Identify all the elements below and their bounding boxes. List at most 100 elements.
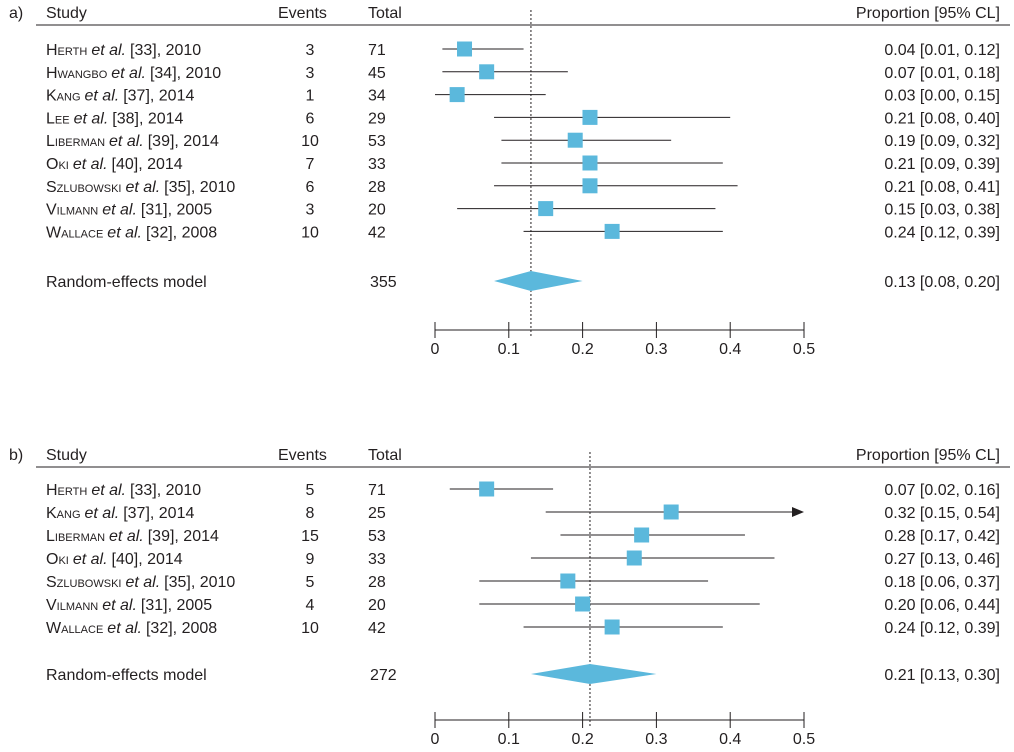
point-estimate bbox=[604, 223, 620, 239]
study-author: Szlubowski bbox=[46, 179, 121, 196]
header-study: Study bbox=[46, 447, 87, 464]
study-author: Hwangbo bbox=[46, 65, 108, 82]
study-label: Kang et al. [37], 2014 bbox=[46, 88, 194, 105]
forest-panel-a: a) Study Events Total Proportion [95% CL] Her… bbox=[9, 5, 1010, 358]
forest-panel-b: b) Study Events Total Proportion [95% CL] Her… bbox=[9, 447, 1010, 748]
study-author: Vilmann bbox=[46, 597, 98, 614]
study-ref: [31], 2005 bbox=[141, 597, 212, 614]
study-label: Herth et al. [33], 2010 bbox=[46, 42, 201, 59]
study-events: 10 bbox=[301, 620, 319, 637]
study-row: Herth et al. [33], 2010 5 71 0.07 [0.02, 0.16… bbox=[46, 481, 1000, 499]
x-tick-label: 0.1 bbox=[498, 341, 520, 358]
study-author: Kang bbox=[46, 505, 81, 522]
study-total: 71 bbox=[368, 482, 386, 499]
study-total: 20 bbox=[368, 597, 386, 614]
x-axis: 0 0.1 0.2 0.3 0.4 0.5 bbox=[431, 322, 815, 358]
point-estimate bbox=[604, 619, 620, 635]
summary-total: 355 bbox=[370, 274, 397, 291]
study-label: Vilmann et al. [31], 2005 bbox=[46, 202, 212, 219]
study-label: Kang et al. [37], 2014 bbox=[46, 505, 194, 522]
study-ci-text: 0.03 [0.00, 0.15] bbox=[884, 88, 1000, 105]
x-tick-label: 0.4 bbox=[719, 731, 741, 748]
ci-arrow bbox=[792, 507, 804, 517]
point-estimate bbox=[663, 504, 679, 520]
study-ci-text: 0.27 [0.13, 0.46] bbox=[884, 551, 1000, 568]
study-ci-text: 0.20 [0.06, 0.44] bbox=[884, 597, 1000, 614]
study-etal: et al. bbox=[85, 505, 120, 522]
study-ref: [40], 2014 bbox=[112, 156, 183, 173]
point-estimate bbox=[582, 178, 598, 194]
study-ref: [31], 2005 bbox=[141, 202, 212, 219]
study-ref: [38], 2014 bbox=[112, 110, 183, 127]
study-total: 42 bbox=[368, 224, 386, 241]
x-tick-label: 0.5 bbox=[793, 341, 815, 358]
study-etal: et al. bbox=[85, 88, 120, 105]
study-label: Herth et al. [33], 2010 bbox=[46, 482, 201, 499]
study-events: 4 bbox=[306, 597, 315, 614]
study-total: 53 bbox=[368, 133, 386, 150]
study-ci-text: 0.07 [0.02, 0.16] bbox=[884, 482, 1000, 499]
study-label: Liberman et al. [39], 2014 bbox=[46, 528, 219, 545]
study-total: 53 bbox=[368, 528, 386, 545]
study-row: Kang et al. [37], 2014 1 34 0.03 [0.00, 0.15] bbox=[46, 87, 1000, 105]
study-ref: [39], 2014 bbox=[148, 133, 219, 150]
study-ref: [35], 2010 bbox=[164, 179, 235, 196]
x-axis: 0 0.1 0.2 0.3 0.4 0.5 bbox=[431, 712, 815, 748]
study-row: Wallace et al. [32], 2008 10 42 0.24 [0.12, 0… bbox=[46, 223, 1000, 241]
panel-label: a) bbox=[9, 5, 23, 22]
point-estimate bbox=[575, 596, 591, 612]
point-estimate bbox=[582, 109, 598, 125]
point-estimate bbox=[457, 41, 473, 57]
study-author: Oki bbox=[46, 551, 69, 568]
study-total: 28 bbox=[368, 574, 386, 591]
summary-diamond bbox=[530, 664, 657, 684]
study-row: Szlubowski et al. [35], 2010 6 28 0.21 [0.08,… bbox=[46, 178, 1000, 196]
study-total: 71 bbox=[368, 42, 386, 59]
point-estimate bbox=[560, 573, 576, 589]
point-estimate bbox=[479, 481, 495, 497]
study-total: 34 bbox=[368, 88, 386, 105]
study-label: Szlubowski et al. [35], 2010 bbox=[46, 179, 235, 196]
study-row: Vilmann et al. [31], 2005 3 20 0.15 [0.03, 0.… bbox=[46, 201, 1000, 219]
study-etal: et al. bbox=[111, 65, 146, 82]
study-etal: et al. bbox=[74, 110, 109, 127]
study-label: Wallace et al. [32], 2008 bbox=[46, 620, 217, 637]
study-author: Liberman bbox=[46, 528, 105, 545]
study-ci-text: 0.24 [0.12, 0.39] bbox=[884, 620, 1000, 637]
study-row: Vilmann et al. [31], 2005 4 20 0.20 [0.06, 0.… bbox=[46, 596, 1000, 614]
study-events: 3 bbox=[306, 65, 315, 82]
study-author: Liberman bbox=[46, 133, 105, 150]
study-author: Herth bbox=[46, 42, 87, 59]
study-ref: [32], 2008 bbox=[146, 224, 217, 241]
study-ref: [33], 2010 bbox=[130, 482, 201, 499]
header-proportion: Proportion [95% CL] bbox=[856, 447, 1000, 464]
study-author: Lee bbox=[46, 110, 70, 127]
study-ci-text: 0.21 [0.08, 0.41] bbox=[884, 179, 1000, 196]
study-label: Hwangbo et al. [34], 2010 bbox=[46, 65, 221, 82]
study-events: 5 bbox=[306, 574, 315, 591]
study-author: Szlubowski bbox=[46, 574, 121, 591]
study-label: Vilmann et al. [31], 2005 bbox=[46, 597, 212, 614]
study-etal: et al. bbox=[107, 620, 142, 637]
study-ci-text: 0.24 [0.12, 0.39] bbox=[884, 224, 1000, 241]
study-row: Oki et al. [40], 2014 7 33 0.21 [0.09, 0.39] bbox=[46, 155, 1000, 173]
study-ref: [32], 2008 bbox=[146, 620, 217, 637]
study-ref: [34], 2010 bbox=[150, 65, 221, 82]
study-etal: et al. bbox=[73, 156, 108, 173]
study-label: Oki et al. [40], 2014 bbox=[46, 156, 183, 173]
study-total: 29 bbox=[368, 110, 386, 127]
header-proportion: Proportion [95% CL] bbox=[856, 5, 1000, 22]
study-etal: et al. bbox=[102, 202, 137, 219]
study-events: 6 bbox=[306, 179, 315, 196]
study-events: 10 bbox=[301, 133, 319, 150]
study-ref: [40], 2014 bbox=[112, 551, 183, 568]
study-total: 25 bbox=[368, 505, 386, 522]
summary-label: Random-effects model bbox=[46, 274, 207, 291]
study-events: 15 bbox=[301, 528, 319, 545]
study-row: Liberman et al. [39], 2014 15 53 0.28 [0.17, … bbox=[46, 527, 1000, 545]
point-estimate bbox=[538, 201, 554, 217]
point-estimate bbox=[634, 527, 650, 543]
study-events: 9 bbox=[306, 551, 315, 568]
study-total: 33 bbox=[368, 156, 386, 173]
